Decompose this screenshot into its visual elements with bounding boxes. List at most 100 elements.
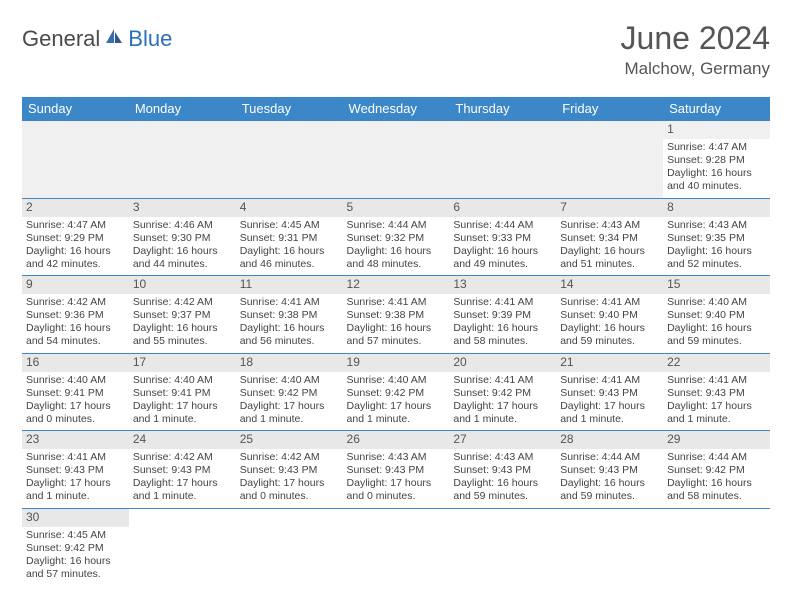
sunset-text: Sunset: 9:43 PM bbox=[133, 464, 232, 477]
daylight-text: Daylight: 16 hours bbox=[240, 322, 339, 335]
sunset-text: Sunset: 9:29 PM bbox=[26, 232, 125, 245]
calendar-day-cell bbox=[449, 121, 556, 198]
sunset-text: Sunset: 9:43 PM bbox=[560, 387, 659, 400]
day-details: Sunrise: 4:41 AMSunset: 9:38 PMDaylight:… bbox=[347, 296, 446, 349]
daylight-text: and 1 minute. bbox=[133, 413, 232, 426]
calendar-day-cell bbox=[22, 121, 129, 198]
daylight-text: and 1 minute. bbox=[240, 413, 339, 426]
daylight-text: Daylight: 16 hours bbox=[347, 322, 446, 335]
logo: General Blue bbox=[22, 20, 172, 52]
daylight-text: and 40 minutes. bbox=[667, 180, 766, 193]
day-details: Sunrise: 4:40 AMSunset: 9:42 PMDaylight:… bbox=[347, 374, 446, 427]
sunrise-text: Sunrise: 4:40 AM bbox=[667, 296, 766, 309]
daylight-text: Daylight: 16 hours bbox=[240, 245, 339, 258]
day-details: Sunrise: 4:41 AMSunset: 9:42 PMDaylight:… bbox=[453, 374, 552, 427]
day-number: 8 bbox=[663, 199, 770, 217]
day-details: Sunrise: 4:43 AMSunset: 9:35 PMDaylight:… bbox=[667, 219, 766, 272]
weekday-header: Sunday bbox=[22, 97, 129, 121]
day-details: Sunrise: 4:46 AMSunset: 9:30 PMDaylight:… bbox=[133, 219, 232, 272]
day-number: 15 bbox=[663, 276, 770, 294]
daylight-text: Daylight: 16 hours bbox=[133, 245, 232, 258]
calendar-day-cell bbox=[236, 508, 343, 585]
sunset-text: Sunset: 9:40 PM bbox=[560, 309, 659, 322]
day-details: Sunrise: 4:41 AMSunset: 9:40 PMDaylight:… bbox=[560, 296, 659, 349]
daylight-text: and 57 minutes. bbox=[347, 335, 446, 348]
sunrise-text: Sunrise: 4:40 AM bbox=[133, 374, 232, 387]
weekday-header: Thursday bbox=[449, 97, 556, 121]
sunset-text: Sunset: 9:41 PM bbox=[26, 387, 125, 400]
day-details: Sunrise: 4:43 AMSunset: 9:43 PMDaylight:… bbox=[453, 451, 552, 504]
day-number: 30 bbox=[22, 509, 129, 527]
daylight-text: Daylight: 16 hours bbox=[560, 322, 659, 335]
daylight-text: and 0 minutes. bbox=[347, 490, 446, 503]
title-block: June 2024 Malchow, Germany bbox=[621, 20, 770, 79]
calendar-day-cell: 3Sunrise: 4:46 AMSunset: 9:30 PMDaylight… bbox=[129, 198, 236, 276]
calendar-week-row: 1Sunrise: 4:47 AMSunset: 9:28 PMDaylight… bbox=[22, 121, 770, 198]
calendar-day-cell: 6Sunrise: 4:44 AMSunset: 9:33 PMDaylight… bbox=[449, 198, 556, 276]
sunrise-text: Sunrise: 4:42 AM bbox=[133, 296, 232, 309]
day-details: Sunrise: 4:45 AMSunset: 9:31 PMDaylight:… bbox=[240, 219, 339, 272]
calendar-day-cell: 7Sunrise: 4:43 AMSunset: 9:34 PMDaylight… bbox=[556, 198, 663, 276]
sunrise-text: Sunrise: 4:42 AM bbox=[133, 451, 232, 464]
daylight-text: and 58 minutes. bbox=[453, 335, 552, 348]
daylight-text: Daylight: 16 hours bbox=[26, 555, 125, 568]
calendar-day-cell: 24Sunrise: 4:42 AMSunset: 9:43 PMDayligh… bbox=[129, 431, 236, 509]
daylight-text: Daylight: 16 hours bbox=[667, 322, 766, 335]
day-number: 22 bbox=[663, 354, 770, 372]
day-details: Sunrise: 4:40 AMSunset: 9:41 PMDaylight:… bbox=[26, 374, 125, 427]
sunrise-text: Sunrise: 4:46 AM bbox=[133, 219, 232, 232]
calendar-week-row: 9Sunrise: 4:42 AMSunset: 9:36 PMDaylight… bbox=[22, 276, 770, 354]
daylight-text: Daylight: 16 hours bbox=[667, 245, 766, 258]
daylight-text: Daylight: 17 hours bbox=[133, 477, 232, 490]
sunrise-text: Sunrise: 4:47 AM bbox=[667, 141, 766, 154]
calendar-day-cell: 29Sunrise: 4:44 AMSunset: 9:42 PMDayligh… bbox=[663, 431, 770, 509]
day-number: 26 bbox=[343, 431, 450, 449]
sunrise-text: Sunrise: 4:43 AM bbox=[667, 219, 766, 232]
day-number: 23 bbox=[22, 431, 129, 449]
weekday-header: Saturday bbox=[663, 97, 770, 121]
sunset-text: Sunset: 9:43 PM bbox=[667, 387, 766, 400]
day-number: 27 bbox=[449, 431, 556, 449]
day-details: Sunrise: 4:42 AMSunset: 9:43 PMDaylight:… bbox=[133, 451, 232, 504]
day-number: 4 bbox=[236, 199, 343, 217]
logo-text-blue: Blue bbox=[128, 26, 172, 52]
daylight-text: and 58 minutes. bbox=[667, 490, 766, 503]
daylight-text: and 44 minutes. bbox=[133, 258, 232, 271]
day-number: 21 bbox=[556, 354, 663, 372]
calendar-day-cell bbox=[343, 508, 450, 585]
daylight-text: and 49 minutes. bbox=[453, 258, 552, 271]
sunrise-text: Sunrise: 4:44 AM bbox=[667, 451, 766, 464]
day-details: Sunrise: 4:44 AMSunset: 9:32 PMDaylight:… bbox=[347, 219, 446, 272]
calendar-table: Sunday Monday Tuesday Wednesday Thursday… bbox=[22, 97, 770, 585]
weekday-header: Monday bbox=[129, 97, 236, 121]
day-number: 10 bbox=[129, 276, 236, 294]
sunset-text: Sunset: 9:43 PM bbox=[26, 464, 125, 477]
sunrise-text: Sunrise: 4:44 AM bbox=[560, 451, 659, 464]
logo-text-general: General bbox=[22, 26, 100, 52]
calendar-day-cell: 27 Sunrise: 4:43 AMSunset: 9:43 PMDayligh… bbox=[449, 431, 556, 509]
calendar-day-cell bbox=[556, 508, 663, 585]
sunrise-text: Sunrise: 4:41 AM bbox=[453, 374, 552, 387]
daylight-text: and 59 minutes. bbox=[453, 490, 552, 503]
daylight-text: Daylight: 17 hours bbox=[240, 400, 339, 413]
calendar-day-cell bbox=[129, 121, 236, 198]
day-details: Sunrise: 4:44 AMSunset: 9:43 PMDaylight:… bbox=[560, 451, 659, 504]
daylight-text: Daylight: 16 hours bbox=[347, 245, 446, 258]
page-title: June 2024 bbox=[621, 20, 770, 57]
calendar-day-cell: 12Sunrise: 4:41 AMSunset: 9:38 PMDayligh… bbox=[343, 276, 450, 354]
daylight-text: Daylight: 16 hours bbox=[560, 245, 659, 258]
daylight-text: and 1 minute. bbox=[26, 490, 125, 503]
calendar-day-cell: 28Sunrise: 4:44 AMSunset: 9:43 PMDayligh… bbox=[556, 431, 663, 509]
sunset-text: Sunset: 9:32 PM bbox=[347, 232, 446, 245]
calendar-day-cell bbox=[449, 508, 556, 585]
sunset-text: Sunset: 9:42 PM bbox=[667, 464, 766, 477]
daylight-text: and 46 minutes. bbox=[240, 258, 339, 271]
sunrise-text: Sunrise: 4:43 AM bbox=[453, 451, 552, 464]
location-label: Malchow, Germany bbox=[621, 59, 770, 79]
calendar-day-cell: 9Sunrise: 4:42 AMSunset: 9:36 PMDaylight… bbox=[22, 276, 129, 354]
sunset-text: Sunset: 9:33 PM bbox=[453, 232, 552, 245]
calendar-day-cell: 8 Sunrise: 4:43 AMSunset: 9:35 PMDaylight… bbox=[663, 198, 770, 276]
sunrise-text: Sunrise: 4:41 AM bbox=[347, 296, 446, 309]
sunrise-text: Sunrise: 4:45 AM bbox=[240, 219, 339, 232]
daylight-text: and 1 minute. bbox=[453, 413, 552, 426]
